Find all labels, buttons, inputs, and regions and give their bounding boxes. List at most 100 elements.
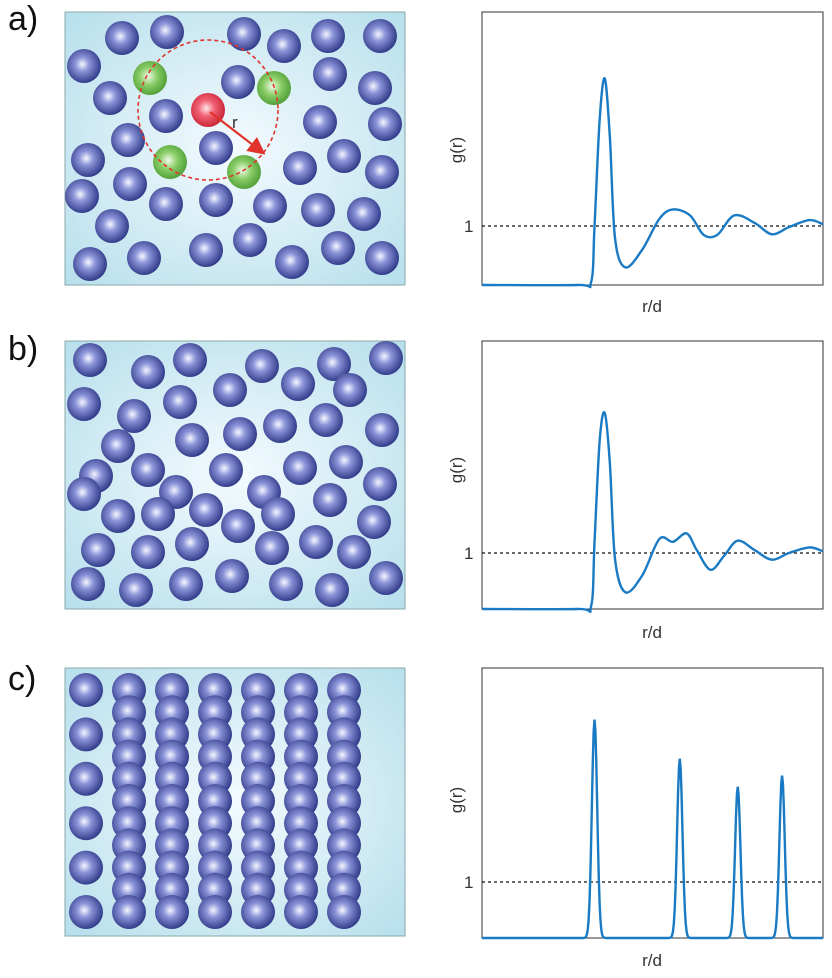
sphere xyxy=(67,49,101,83)
sphere xyxy=(175,527,209,561)
sphere xyxy=(175,423,209,457)
sphere xyxy=(69,673,103,707)
sphere xyxy=(73,247,107,281)
panel-b-tick-1: 1 xyxy=(464,544,473,563)
sphere xyxy=(255,531,289,565)
center-sphere xyxy=(191,93,225,127)
sphere xyxy=(131,355,165,389)
sphere xyxy=(283,451,317,485)
sphere xyxy=(311,19,345,53)
sphere xyxy=(223,417,257,451)
sphere xyxy=(213,373,247,407)
sphere xyxy=(327,139,361,173)
panel-b-plot-frame xyxy=(481,340,824,610)
sphere xyxy=(253,189,287,223)
sphere xyxy=(275,245,309,279)
sphere xyxy=(117,399,151,433)
sphere xyxy=(221,65,255,99)
panel-c-particle-box xyxy=(64,667,406,937)
sphere xyxy=(363,467,397,501)
radius-arrow xyxy=(209,111,266,155)
sphere xyxy=(333,373,367,407)
sphere xyxy=(141,497,175,531)
sphere xyxy=(209,453,243,487)
panel-c-xlabel: r/d xyxy=(642,951,662,970)
sphere xyxy=(313,483,347,517)
panel-b-spheres xyxy=(67,341,403,607)
panel-c-tick-1: 1 xyxy=(464,873,473,892)
panel-b-ylabel: g(r) xyxy=(447,457,466,483)
sphere xyxy=(303,105,337,139)
panel-a-xlabel: r/d xyxy=(642,297,662,316)
sphere xyxy=(365,155,399,189)
sphere xyxy=(199,183,233,217)
sphere xyxy=(95,209,129,243)
panel-b-rdf-curve xyxy=(481,411,824,614)
sphere xyxy=(369,341,403,375)
sphere xyxy=(127,241,161,275)
panel-c-ylabel: g(r) xyxy=(447,787,466,813)
sphere xyxy=(241,895,275,929)
sphere xyxy=(69,806,103,841)
sphere xyxy=(245,349,279,383)
panel-c-rdf-curve xyxy=(482,719,823,940)
panel-a-spheres xyxy=(65,15,402,281)
sphere xyxy=(283,151,317,185)
panel-a-plot-frame xyxy=(481,11,824,286)
sphere xyxy=(93,81,127,115)
sphere xyxy=(357,505,391,539)
sphere xyxy=(69,895,103,929)
panel-c-rdf-plot: 1 g(r) r/d xyxy=(447,667,824,970)
panel-a-label: a) xyxy=(8,0,39,38)
sphere xyxy=(199,131,233,165)
panel-c-plot-frame xyxy=(481,667,824,939)
sphere xyxy=(189,233,223,267)
panel-a-particle-box: r xyxy=(64,11,406,286)
sphere xyxy=(69,761,103,796)
neighbor-sphere xyxy=(153,145,187,179)
sphere xyxy=(73,343,107,377)
sphere xyxy=(327,895,361,929)
sphere xyxy=(369,561,403,595)
sphere xyxy=(163,385,197,419)
sphere xyxy=(189,493,223,527)
sphere xyxy=(105,21,139,55)
sphere xyxy=(337,535,371,569)
sphere xyxy=(173,343,207,377)
panel-b-label: b) xyxy=(8,330,39,368)
sphere xyxy=(81,533,115,567)
sphere xyxy=(112,895,146,929)
sphere xyxy=(131,453,165,487)
sphere xyxy=(269,567,303,601)
sphere xyxy=(358,71,392,105)
sphere xyxy=(150,15,184,49)
sphere xyxy=(227,17,261,51)
sphere xyxy=(263,409,297,443)
sphere xyxy=(119,573,153,607)
neighbor-sphere xyxy=(133,61,167,95)
sphere xyxy=(368,107,402,141)
panel-c-spheres xyxy=(69,673,361,929)
sphere xyxy=(321,231,355,265)
neighbor-sphere xyxy=(227,155,261,189)
sphere xyxy=(281,367,315,401)
sphere xyxy=(301,193,335,227)
sphere xyxy=(198,895,232,929)
sphere xyxy=(317,347,351,381)
radius-label: r xyxy=(232,113,238,132)
sphere xyxy=(365,413,399,447)
panel-a-rdf-curve xyxy=(481,77,824,289)
sphere xyxy=(69,850,103,885)
sphere xyxy=(309,403,343,437)
sphere xyxy=(221,509,255,543)
sphere xyxy=(67,477,101,511)
sphere xyxy=(101,429,135,463)
sphere xyxy=(365,241,399,275)
sphere xyxy=(71,143,105,177)
sphere xyxy=(315,573,349,607)
sphere xyxy=(363,19,397,53)
sphere xyxy=(267,29,301,63)
panel-a-rdf-plot: 1 g(r) r/d xyxy=(447,11,824,316)
sphere xyxy=(261,497,295,531)
